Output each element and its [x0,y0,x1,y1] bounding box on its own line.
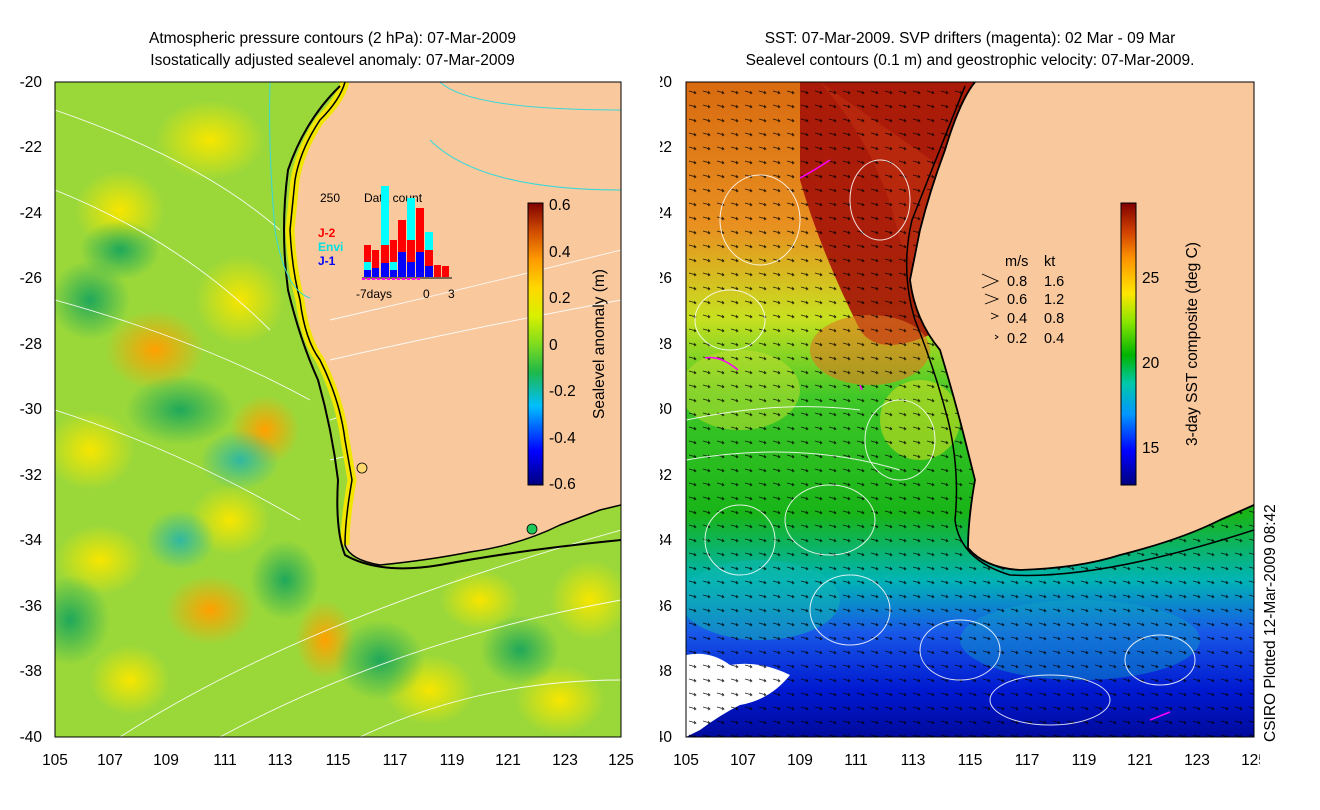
velocity-ms: 0.4 [1007,311,1027,327]
lon-tick: 113 [901,752,926,769]
lon-tick: 119 [440,752,465,769]
sst-tick: 20 [1142,355,1160,372]
lat-tick: -40 [660,729,672,746]
lat-tick: -32 [20,467,42,484]
lon-tick: 117 [383,752,408,769]
velocity-unit-ms: m/s [1005,254,1028,270]
lon-tick: 111 [844,752,868,769]
lon-tick: 117 [1015,752,1040,769]
sst-tick: 25 [1142,270,1159,287]
velocity-kt: 1.2 [1044,292,1064,308]
lon-tick: 121 [495,752,521,769]
lon-tick: 119 [1072,752,1097,769]
data-count-x-end: 3 [448,287,455,301]
sla-tick: -0.6 [549,476,576,493]
lon-tick: 109 [787,752,813,769]
lat-tick: -30 [660,401,672,418]
sla-colorbar: 0.6 0.4 0.2 0 -0.2 -0.4 -0.6 Sealevel an… [527,197,608,493]
lat-tick: -36 [660,598,672,615]
right-lat-axis: -20 -22 -24 -26 -28 -30 -32 -34 -36 -38 … [660,74,672,746]
lon-tick: 113 [268,752,293,769]
lon-tick: 123 [1184,752,1210,769]
legend-j1: J-1 [318,254,336,268]
left-title-line1: Atmospheric pressure contours (2 hPa): 0… [149,30,516,47]
lat-tick: -30 [20,401,43,418]
lat-tick: -28 [20,336,42,353]
sst-colorbar-label: 3-day SST composite (deg C) [1184,242,1201,446]
left-lon-axis: 105 107 109 111 113 115 117 119 121 123 … [42,752,634,769]
velocity-ms: 0.6 [1007,292,1027,308]
lat-tick: -40 [20,729,43,746]
lat-tick: -38 [660,663,672,680]
velocity-ms: 0.2 [1007,331,1027,347]
data-count-x-start: -7days [356,287,392,301]
right-lon-axis: 105 107 109 111 113 115 117 119 121 123 … [673,752,1260,769]
left-lat-axis: -20 -22 -24 -26 -28 -30 -32 -34 -36 -38 … [20,74,43,746]
sla-tick: -0.2 [549,383,576,400]
lat-tick: -24 [660,205,672,222]
lat-tick: -36 [20,598,42,615]
lat-tick: -28 [660,336,672,353]
lat-tick: -38 [20,663,42,680]
lat-tick: -22 [20,139,42,156]
lon-tick: 121 [1127,752,1153,769]
lon-tick: 107 [97,752,123,769]
legend-j2: J-2 [318,226,336,240]
right-title-line2: Sealevel contours (0.1 m) and geostrophi… [745,52,1195,69]
lon-tick: 115 [958,752,983,769]
lon-tick: 125 [1241,752,1260,769]
sla-tick: -0.4 [549,430,576,447]
lat-tick: -26 [660,270,672,287]
lon-tick: 109 [153,752,179,769]
data-count-bars [362,186,452,280]
sst-map: -20 -22 -24 -26 -28 -30 -32 -34 -36 -38 … [660,74,1260,769]
lat-tick: -20 [660,74,672,91]
legend-envi: Envi [318,240,343,254]
data-count-max: 250 [320,191,340,205]
lon-tick: 125 [608,752,634,769]
lon-tick: 107 [730,752,756,769]
svg-text:J-1: J-1 [318,254,336,268]
velocity-kt: 0.4 [1044,331,1064,347]
lon-tick: 123 [552,752,578,769]
svg-text:Envi: Envi [318,240,343,254]
lon-tick: 105 [673,752,699,769]
sla-colorbar-label: Sealevel anomaly (m) [591,269,608,419]
sla-tick: 0.4 [549,244,571,261]
sla-tick: 0.6 [549,197,571,214]
lat-tick: -24 [20,205,43,222]
velocity-kt: 0.8 [1044,311,1064,327]
velocity-legend: m/s kt 0.8 1.6 0.6 1.2 0.4 0.8 0.2 0.4 [981,254,1064,347]
lat-tick: -22 [660,139,672,156]
lat-tick: -26 [20,270,42,287]
left-title-line2: Isostatically adjusted sealevel anomaly:… [150,52,515,69]
lat-tick: -32 [660,467,672,484]
sst-tick: 15 [1142,440,1159,457]
lon-tick: 105 [42,752,68,769]
sealevel-anomaly-map: -20 -22 -24 -26 -28 -30 -32 -34 -36 -38 … [20,74,634,769]
svg-text:J-2: J-2 [318,226,336,240]
sla-tick: 0 [549,337,558,354]
data-count-inset: 250 Data count J-2 Envi J-1 -7days 0 3 [318,186,455,301]
data-count-x-zero: 0 [423,287,430,301]
right-title-line1: SST: 07-Mar-2009. SVP drifters (magenta)… [764,30,1176,47]
lon-tick: 111 [213,752,237,769]
sst-colorbar: 25 20 15 3-day SST composite (deg C) [1120,202,1201,486]
sla-tick: 0.2 [549,290,571,307]
lon-tick: 115 [326,752,351,769]
credit-text: CSIRO Plotted 12-Mar-2009 08:42 [1262,504,1279,742]
velocity-ms: 0.8 [1007,274,1027,290]
lat-tick: -34 [20,532,43,549]
velocity-kt: 1.6 [1044,274,1064,290]
velocity-unit-kt: kt [1044,254,1055,270]
lat-tick: -20 [20,74,43,91]
lat-tick: -34 [660,532,672,549]
